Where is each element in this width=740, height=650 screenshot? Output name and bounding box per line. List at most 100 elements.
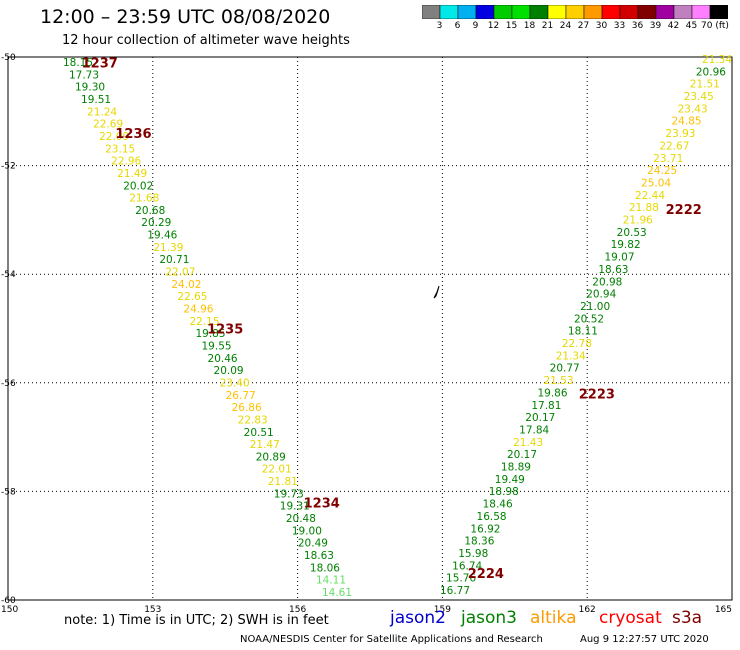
legend-jason3: jason3	[461, 608, 517, 628]
swh-value-east: 21.51	[690, 79, 720, 91]
swh-value-west: 22.15	[189, 316, 219, 328]
swh-value-west: 20.71	[159, 254, 189, 266]
swh-value-west: 20.29	[141, 217, 171, 229]
swh-value-east: 17.81	[531, 400, 561, 412]
swh-value-east: 18.11	[568, 326, 598, 338]
legend-jason2: jason2	[390, 608, 446, 628]
latitude-tick-label: -52	[1, 162, 16, 172]
colorbar-label: 30	[595, 21, 608, 31]
swh-value-east: 18.63	[598, 264, 628, 276]
swh-value-east: 21.34	[702, 54, 732, 66]
swh-value-east: 20.52	[574, 313, 604, 325]
swh-value-west: 22.07	[165, 267, 195, 279]
swh-value-west: 14.61	[322, 587, 352, 599]
swh-value-west: 14.11	[316, 575, 346, 587]
swh-value-east: 23.43	[678, 103, 708, 115]
swh-value-east: 23.71	[653, 153, 683, 165]
pass-number-label: 2224	[468, 567, 504, 582]
pass-number-label: 1237	[82, 56, 118, 71]
swh-value-west: 19.00	[292, 525, 322, 537]
swh-value-east: 24.85	[672, 116, 702, 128]
colorbar-label: 27	[577, 21, 590, 31]
swh-value-west: 24.02	[171, 279, 201, 291]
colorbar-label: 3	[436, 21, 443, 31]
swh-value-west: 21.68	[129, 193, 159, 205]
legend-altika: altika	[530, 608, 577, 628]
swh-value-east: 21.53	[544, 375, 574, 387]
legend-s3a: s3a	[672, 608, 703, 628]
map-frame	[7, 56, 733, 601]
swh-value-west: 21.47	[250, 439, 280, 451]
swh-value-east: 15.76	[446, 573, 476, 585]
swh-value-east: 22.44	[635, 190, 665, 202]
pass-number-label: 2222	[666, 203, 702, 218]
swh-value-west: 21.39	[153, 242, 183, 254]
longitude-tick-label: 150	[1, 605, 18, 615]
swh-value-east: 16.77	[440, 585, 470, 597]
latitude-tick-label: -58	[1, 487, 16, 497]
swh-value-west: 21.81	[268, 476, 298, 488]
longitude-tick-label: 159	[434, 605, 451, 615]
swh-value-east: 18.46	[483, 499, 513, 511]
swh-value-east: 21.43	[513, 437, 543, 449]
longitude-tick-label: 153	[144, 605, 161, 615]
swh-value-east: 21.34	[556, 350, 586, 362]
swh-value-east: 19.82	[611, 239, 641, 251]
latitude-tick-label: -50	[1, 53, 16, 63]
swh-value-east: 18.98	[489, 486, 519, 498]
swh-value-west: 22.09	[99, 131, 129, 143]
swh-value-east: 23.93	[665, 128, 695, 140]
swh-value-east: 20.77	[550, 363, 580, 375]
swh-value-west: 22.69	[93, 119, 123, 131]
island-outline	[433, 285, 440, 299]
swh-value-west: 20.89	[256, 451, 286, 463]
swh-value-west: 18.63	[304, 550, 334, 562]
colorbar-label: 39	[649, 21, 662, 31]
swh-value-east: 20.96	[696, 66, 726, 78]
swh-value-west: 19.51	[81, 94, 111, 106]
swh-value-west: 20.49	[298, 538, 328, 550]
swh-value-east: 15.98	[458, 548, 488, 560]
swh-value-west: 24.96	[183, 304, 213, 316]
swh-value-west: 23.40	[220, 377, 250, 389]
map-subtitle: 12 hour collection of altimeter wave hei…	[62, 33, 350, 48]
latitude-tick-label: -56	[1, 379, 16, 389]
swh-value-west: 21.49	[117, 168, 147, 180]
colorbar-label: 42	[667, 21, 680, 31]
colorbar-label: 24	[559, 21, 572, 31]
swh-value-west: 18.06	[310, 562, 340, 574]
swh-value-east: 20.53	[617, 227, 647, 239]
legend-cryosat: cryosat	[599, 608, 662, 628]
swh-value-west: 21.24	[87, 106, 117, 118]
swh-value-east: 19.86	[537, 387, 567, 399]
wave-height-colorbar	[422, 5, 728, 19]
latitude-tick-label: -60	[1, 596, 16, 606]
longitude-tick-label: 165	[715, 605, 732, 615]
swh-value-east: 16.58	[477, 511, 507, 523]
swh-value-west: 17.73	[69, 69, 99, 81]
latitude-tick-label: -54	[1, 270, 16, 280]
swh-value-east: 22.78	[562, 338, 592, 350]
footer-note: note: 1) Time is in UTC; 2) SWH is in fe…	[64, 613, 329, 628]
credit-line: NOAA/NESDIS Center for Satellite Applica…	[240, 634, 543, 645]
swh-value-east: 17.84	[519, 424, 549, 436]
colorbar-label: 33	[613, 21, 626, 31]
colorbar-label: 12	[487, 21, 500, 31]
pass-number-label: 1234	[304, 496, 340, 511]
swh-value-east: 16.92	[470, 523, 500, 535]
longitude-tick-label: 156	[289, 605, 306, 615]
swh-value-west: 19.31	[280, 501, 310, 513]
swh-value-east: 20.98	[592, 276, 622, 288]
colorbar-label: 21	[541, 21, 554, 31]
swh-value-east: 18.89	[501, 462, 531, 474]
swh-value-west: 20.46	[208, 353, 238, 365]
swh-value-west: 22.83	[238, 414, 268, 426]
colorbar-label: 6	[454, 21, 461, 31]
swh-value-west: 22.96	[111, 156, 141, 168]
swh-value-west: 20.68	[135, 205, 165, 217]
longitude-tick-label: 162	[579, 605, 596, 615]
colorbar-label: 70 (ft)	[701, 21, 729, 31]
swh-value-east: 23.45	[684, 91, 714, 103]
colorbar-label: 45	[685, 21, 698, 31]
